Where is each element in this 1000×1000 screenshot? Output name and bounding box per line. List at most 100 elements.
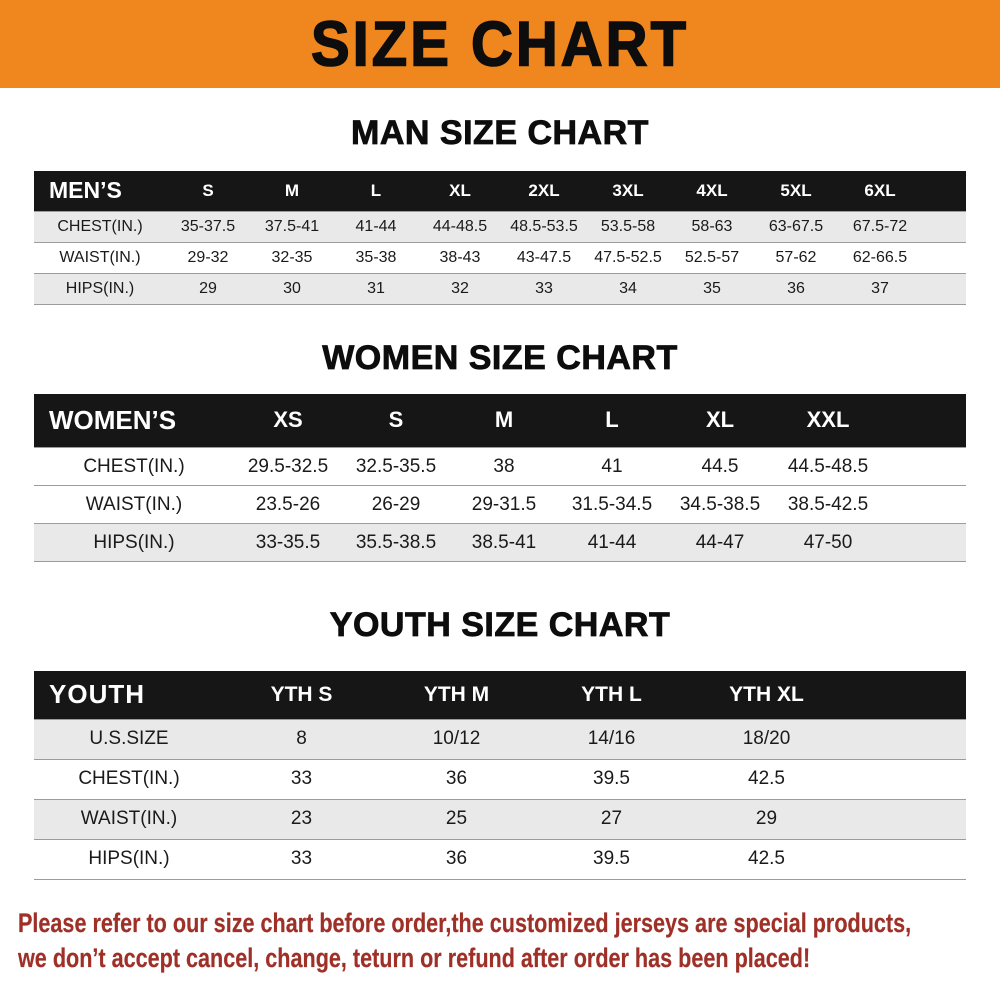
size-cell: 38-43	[439, 248, 481, 266]
youth-size-chart-heading: YOUTH SIZE CHART	[329, 606, 671, 645]
size-cell: 32-35	[271, 248, 313, 266]
size-cell: 42.5	[748, 848, 785, 869]
youth-size-table: YOUTH YTH S YTH M YTH L YTH XL U.S.SIZE …	[34, 671, 966, 880]
size-col-header: YTH S	[270, 682, 333, 706]
size-col-header: XS	[273, 407, 303, 433]
size-cell: 33-35.5	[255, 531, 321, 553]
size-cell: 37	[871, 279, 889, 297]
size-cell: 41-44	[355, 217, 397, 235]
size-cell: 67.5-72	[852, 217, 908, 235]
size-cell: 29-32	[187, 248, 229, 266]
size-cell: 35-38	[355, 248, 397, 266]
men-chest-row: CHEST(IN.) 35-37.5 37.5-41 41-44 44-48.5…	[34, 211, 966, 242]
size-cell: 8	[296, 728, 307, 749]
size-cell: 23.5-26	[255, 493, 321, 515]
size-col-header: M	[494, 407, 514, 433]
size-cell: 33	[290, 768, 313, 789]
size-cell: 14/16	[587, 728, 636, 749]
youth-section: YOUTH SIZE CHART YOUTH YTH S YTH M YTH L…	[0, 606, 1000, 880]
size-cell: 29	[755, 808, 778, 829]
size-col-header: 6XL	[864, 180, 896, 200]
filler-cell	[922, 242, 966, 273]
size-cell: 52.5-57	[684, 248, 740, 266]
size-cell: 53.5-58	[600, 217, 656, 235]
row-label: HIPS(IN.)	[93, 531, 175, 553]
size-cell: 38.5-42.5	[787, 493, 869, 515]
size-col-header: 4XL	[696, 180, 728, 200]
size-cell: 48.5-53.5	[510, 217, 578, 235]
youth-chest-row: CHEST(IN.) 33 36 39.5 42.5	[34, 759, 966, 799]
size-cell: 41-44	[587, 531, 637, 553]
size-cell: 38	[493, 455, 515, 477]
men-hips-row: HIPS(IN.) 29 30 31 32 33 34 35 36 37	[34, 273, 966, 304]
size-cell: 44-48.5	[432, 217, 488, 235]
women-header-row: WOMEN’S XS S M L XL XXL	[34, 393, 966, 448]
size-cell: 30	[283, 279, 301, 297]
size-cell: 41	[601, 455, 623, 477]
size-cell: 44-47	[695, 531, 745, 553]
size-col-header: 5XL	[780, 180, 812, 200]
size-col-header: XL	[449, 180, 471, 200]
size-cell: 44.5-48.5	[787, 455, 869, 477]
youth-hips-row: HIPS(IN.) 33 36 39.5 42.5	[34, 839, 966, 879]
filler-cell	[844, 759, 966, 799]
filler-cell	[882, 524, 966, 562]
size-cell: 39.5	[593, 848, 630, 869]
size-cell: 39.5	[593, 768, 630, 789]
women-chest-row: CHEST(IN.) 29.5-32.5 32.5-35.5 38 41 44.…	[34, 447, 966, 486]
size-cell: 57-62	[775, 248, 817, 266]
size-col-header: M	[284, 180, 300, 200]
size-col-header: XL	[705, 407, 735, 433]
size-cell: 31.5-34.5	[571, 493, 653, 515]
size-cell: 36	[787, 279, 805, 297]
filler-cell	[844, 719, 966, 759]
size-cell: 43-47.5	[516, 248, 572, 266]
size-cell: 44.5	[701, 455, 739, 477]
youth-waist-row: WAIST(IN.) 23 25 27 29	[34, 799, 966, 839]
size-col-header: YTH XL	[729, 682, 804, 706]
women-table-title: WOMEN’S	[49, 404, 177, 435]
banner: SIZE CHART	[0, 0, 1000, 88]
size-col-header: L	[370, 180, 382, 200]
size-cell: 47-50	[803, 531, 853, 553]
filler-cell	[922, 211, 966, 242]
men-size-table: MEN’S S M L XL 2XL 3XL 4XL 5XL 6XL CHEST…	[34, 171, 966, 305]
size-cell: 35.5-38.5	[355, 531, 437, 553]
size-cell: 38.5-41	[471, 531, 537, 553]
filler-cell	[882, 486, 966, 524]
size-cell: 34.5-38.5	[679, 493, 761, 515]
filler-cell	[844, 799, 966, 839]
size-cell: 37.5-41	[264, 217, 320, 235]
row-label: WAIST(IN.)	[59, 248, 141, 266]
size-col-header: S	[388, 407, 404, 433]
size-col-header: L	[605, 407, 619, 433]
youth-header-row: YOUTH YTH S YTH M YTH L YTH XL	[34, 671, 966, 719]
filler-cell	[844, 839, 966, 879]
size-cell: 26-29	[371, 493, 421, 515]
youth-ussize-row: U.S.SIZE 8 10/12 14/16 18/20	[34, 719, 966, 759]
size-cell: 34	[619, 279, 637, 297]
size-cell: 29	[199, 279, 217, 297]
size-cell: 36	[445, 848, 468, 869]
order-notice: Please refer to our size chart before or…	[18, 906, 911, 976]
row-label: WAIST(IN.)	[85, 493, 183, 515]
page-title: SIZE CHART	[310, 8, 689, 80]
women-hips-row: HIPS(IN.) 33-35.5 35.5-38.5 38.5-41 41-4…	[34, 523, 966, 562]
size-cell: 29-31.5	[471, 493, 537, 515]
size-col-header: S	[202, 180, 214, 200]
size-cell: 58-63	[691, 217, 733, 235]
size-cell: 25	[445, 808, 468, 829]
men-header-row: MEN’S S M L XL 2XL 3XL 4XL 5XL 6XL	[34, 171, 966, 211]
size-cell: 23	[290, 808, 313, 829]
men-table-title: MEN’S	[49, 177, 122, 204]
row-label: CHEST(IN.)	[83, 455, 185, 477]
filler-cell	[844, 671, 966, 719]
size-cell: 10/12	[432, 728, 481, 749]
size-cell: 29.5-32.5	[247, 455, 329, 477]
filler-cell	[922, 171, 966, 211]
size-cell: 47.5-52.5	[594, 248, 662, 266]
man-size-chart-heading: MAN SIZE CHART	[351, 114, 649, 153]
filler-cell	[882, 394, 966, 448]
size-col-header: YTH L	[581, 682, 642, 706]
